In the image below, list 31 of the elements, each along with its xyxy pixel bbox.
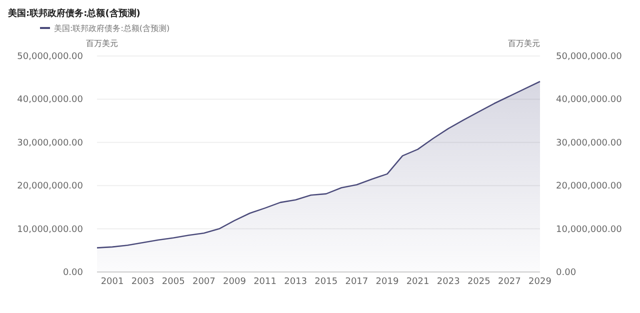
y-tick-label: 10,000,000.00 — [17, 224, 84, 235]
x-tick-label: 2021 — [406, 277, 430, 287]
y2-tick-label: 0.00 — [556, 268, 576, 278]
x-tick-label: 2005 — [162, 277, 185, 287]
x-tick-label: 2015 — [314, 277, 338, 287]
x-tick-label: 2003 — [131, 277, 154, 287]
y-tick-label: 50,000,000.00 — [17, 52, 84, 62]
legend-label: 美国:联邦政府债务:总额(含预测) — [54, 24, 170, 33]
y-tick-label: 40,000,000.00 — [17, 95, 84, 106]
y-axis-title: 百万美元 — [86, 39, 118, 48]
x-tick-label: 2009 — [223, 277, 246, 287]
y2-tick-label: 50,000,000.00 — [556, 52, 622, 62]
x-tick-label: 2007 — [192, 277, 216, 287]
x-tick-label: 2023 — [436, 277, 460, 287]
y2-tick-label: 30,000,000.00 — [556, 138, 622, 148]
y-tick-label: 30,000,000.00 — [17, 138, 84, 148]
y-tick-label: 0.00 — [62, 268, 84, 278]
y2-axis-title: 百万美元 — [508, 39, 540, 48]
x-tick-label: 2013 — [284, 277, 308, 287]
y-tick-label: 20,000,000.00 — [17, 182, 84, 192]
x-tick-label: 2017 — [345, 277, 368, 287]
x-tick-label: 2019 — [376, 277, 399, 287]
y2-tick-label: 20,000,000.00 — [556, 182, 622, 192]
x-tick-label: 2001 — [100, 277, 124, 287]
y2-tick-label: 40,000,000.00 — [556, 95, 622, 106]
x-tick-label: 2025 — [467, 277, 490, 287]
x-tick-label: 2027 — [498, 277, 521, 287]
chart-title: 美国:联邦政府债务:总额(含预测) — [7, 8, 140, 19]
x-tick-label: 2029 — [528, 277, 552, 287]
y2-tick-label: 10,000,000.00 — [556, 224, 622, 235]
x-tick-label: 2011 — [254, 277, 276, 287]
